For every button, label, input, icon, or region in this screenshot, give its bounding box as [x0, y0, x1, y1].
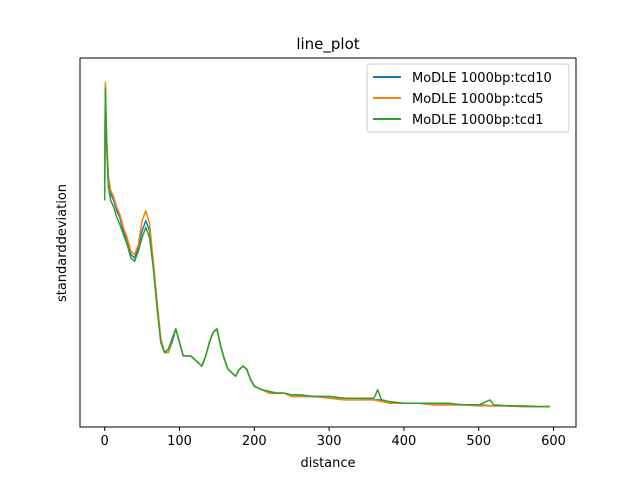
legend-label: MoDLE 1000bp:tcd1	[412, 113, 544, 128]
legend: MoDLE 1000bp:tcd10 MoDLE 1000bp:tcd5 MoDLE…	[366, 63, 570, 133]
plot-area	[79, 57, 577, 428]
series-lines	[103, 81, 550, 408]
chart-title: line_plot	[296, 35, 359, 54]
legend-label: MoDLE 1000bp:tcd5	[412, 92, 544, 107]
x-tick-label: 500	[466, 434, 491, 449]
legend-box	[366, 63, 570, 133]
x-tick-label: 300	[317, 434, 342, 449]
x-tick-label: 100	[167, 434, 192, 449]
x-tick-label: 0	[101, 434, 109, 449]
x-tick-label: 600	[541, 434, 566, 449]
x-axis-ticks: 0 100 200 300 400 500 600	[101, 427, 566, 449]
legend-label: MoDLE 1000bp:tcd10	[412, 71, 552, 86]
x-axis-label: distance	[300, 456, 355, 471]
y-axis-label: standarddeviation	[55, 184, 70, 302]
plot-frame	[79, 57, 577, 428]
series-line-3	[103, 88, 550, 408]
x-tick-label: 200	[242, 434, 267, 449]
x-tick-label: 400	[392, 434, 417, 449]
